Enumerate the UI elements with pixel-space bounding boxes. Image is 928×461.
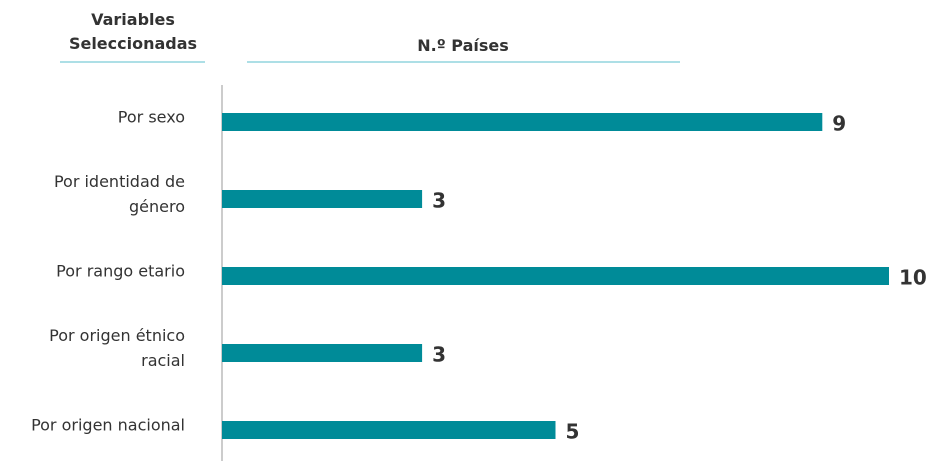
bar bbox=[222, 190, 423, 208]
category-label: Por rango etario bbox=[56, 261, 185, 281]
value-label: 3 bbox=[432, 188, 447, 213]
bar bbox=[222, 113, 823, 131]
value-header: N.º Países bbox=[417, 36, 509, 55]
bar bbox=[222, 421, 556, 439]
category-header: Variables Seleccionadas bbox=[68, 10, 198, 53]
bar bbox=[222, 267, 889, 285]
category-label: Por identidad de género bbox=[53, 172, 185, 216]
value-label: 10 bbox=[899, 265, 927, 290]
bar bbox=[222, 344, 423, 362]
category-label: Por origen nacional bbox=[31, 415, 185, 435]
category-label: Por sexo bbox=[117, 107, 185, 127]
value-label: 3 bbox=[432, 342, 447, 367]
value-label: 5 bbox=[565, 419, 580, 444]
value-label: 9 bbox=[832, 111, 847, 136]
category-label: Por origen étnico racial bbox=[49, 326, 185, 370]
